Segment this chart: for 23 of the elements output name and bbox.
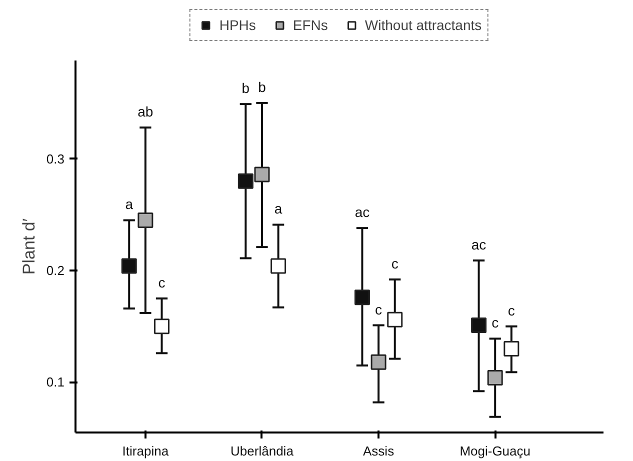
legend-label: HPHs	[219, 17, 256, 33]
annotation: ac	[354, 204, 370, 220]
legend-label: EFNs	[292, 17, 328, 33]
annotation: a	[274, 200, 282, 217]
annotation: c	[158, 274, 166, 290]
annotation: c	[508, 302, 515, 318]
y-tick-label: 0.1	[46, 374, 65, 390]
legend-label: Without attractants	[364, 17, 482, 33]
x-tick-label: Itirapina	[122, 444, 170, 458]
annotation: c	[492, 314, 499, 331]
annotation: ac	[471, 236, 486, 252]
y-tick-label: 0.3	[46, 151, 65, 166]
annotation: a	[125, 196, 134, 212]
x-tick-label: Uberlândia	[230, 444, 294, 458]
y-tick-label: 0.2	[46, 263, 65, 278]
annotation: b	[242, 80, 250, 96]
annotation: ab	[138, 104, 154, 120]
annotation: b	[258, 78, 266, 95]
x-tick-label: Assis	[363, 444, 395, 458]
x-tick-label: Mogi-Guaçu	[460, 444, 531, 458]
y-axis-title: Plant d′	[19, 218, 38, 275]
annotation: c	[375, 301, 382, 318]
annotation: c	[391, 255, 398, 272]
